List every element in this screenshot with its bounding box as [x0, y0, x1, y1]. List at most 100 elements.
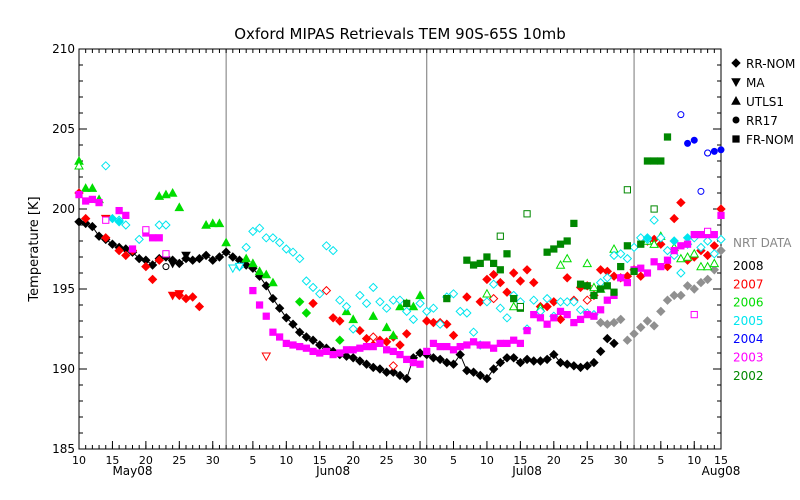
- data-point: [395, 301, 405, 311]
- data-point: [488, 269, 499, 280]
- data-point: [468, 327, 479, 337]
- data-point: [589, 282, 599, 292]
- series-2003: [75, 190, 725, 368]
- data-point: [241, 242, 251, 253]
- data-point: [602, 273, 613, 283]
- data-point: [650, 258, 658, 266]
- data-point: [368, 332, 378, 342]
- data-point: [622, 335, 633, 345]
- data-point: [309, 347, 317, 356]
- data-point: [335, 335, 345, 345]
- x-tick-label: 30: [413, 454, 427, 467]
- legend-label: UTLS1: [746, 95, 784, 109]
- data-point: [669, 236, 679, 246]
- data-point: [702, 250, 713, 261]
- data-point: [442, 357, 452, 368]
- data-point: [368, 362, 378, 373]
- data-point: [148, 234, 157, 242]
- data-point: [549, 349, 559, 360]
- data-point: [355, 325, 365, 336]
- data-point: [529, 277, 539, 288]
- data-point: [261, 281, 271, 291]
- data-point: [94, 231, 104, 241]
- data-point: [650, 205, 658, 213]
- data-point: [642, 316, 653, 326]
- data-point: [121, 250, 131, 261]
- data-point: [488, 364, 499, 374]
- data-point: [408, 301, 419, 311]
- data-point: [342, 346, 351, 354]
- data-point: [194, 301, 205, 312]
- x-tick-label: 5: [657, 454, 664, 467]
- data-point: [282, 339, 290, 348]
- data-point: [87, 183, 98, 192]
- data-point: [590, 291, 598, 300]
- y-axis-label: Temperature [K]: [27, 196, 42, 302]
- data-point: [362, 342, 371, 351]
- data-point: [462, 308, 472, 318]
- year-legend-title: NRT DATA: [733, 236, 792, 250]
- data-point: [174, 202, 185, 212]
- data-point: [442, 319, 452, 329]
- data-point: [710, 230, 718, 239]
- data-point: [697, 187, 705, 195]
- data-point: [162, 250, 170, 258]
- data-point: [361, 333, 372, 344]
- data-point: [617, 262, 625, 271]
- data-point: [383, 346, 391, 354]
- data-point: [274, 303, 285, 313]
- data-point: [582, 258, 593, 268]
- data-point: [595, 317, 606, 328]
- data-point: [677, 111, 685, 119]
- data-point: [462, 292, 472, 302]
- data-point: [315, 289, 325, 299]
- data-point: [597, 285, 605, 293]
- data-point: [395, 340, 405, 350]
- data-point: [669, 290, 679, 301]
- year-legend-label: 2004: [733, 332, 764, 346]
- data-point: [550, 314, 558, 322]
- data-point: [401, 373, 412, 384]
- data-point: [689, 284, 699, 294]
- data-point: [134, 253, 144, 264]
- data-point: [650, 157, 658, 165]
- data-point: [147, 274, 158, 285]
- data-point: [82, 197, 90, 205]
- data-point: [542, 301, 552, 312]
- data-point: [268, 293, 278, 304]
- data-point: [395, 295, 405, 305]
- data-point: [328, 245, 338, 256]
- x-tick-label: 5: [249, 454, 256, 467]
- year-legend-label: 2002: [733, 369, 764, 383]
- data-point: [294, 327, 305, 337]
- data-point: [315, 340, 325, 350]
- data-point: [448, 359, 459, 369]
- data-point: [629, 329, 639, 339]
- data-point: [529, 295, 539, 305]
- legend-marker: [731, 58, 741, 68]
- data-point: [167, 291, 178, 301]
- data-point: [87, 221, 98, 232]
- data-point: [469, 338, 478, 346]
- data-point: [649, 239, 659, 248]
- data-point: [301, 276, 312, 286]
- year-legend-label: 2003: [733, 351, 764, 365]
- data-point: [227, 264, 238, 274]
- data-point: [535, 356, 546, 366]
- data-point: [301, 308, 312, 318]
- data-point: [221, 237, 231, 247]
- data-point: [508, 268, 519, 278]
- x-tick-label: 30: [206, 454, 220, 467]
- data-point: [609, 271, 619, 281]
- series-2007-ma-hollow: [261, 352, 272, 362]
- data-point: [341, 351, 352, 361]
- data-point: [530, 310, 538, 319]
- data-point: [294, 297, 305, 307]
- data-point: [428, 303, 439, 313]
- data-point: [649, 215, 659, 225]
- data-point: [496, 232, 504, 240]
- data-point: [555, 357, 566, 368]
- data-point: [401, 329, 412, 339]
- x-tick-label: 15: [105, 454, 119, 467]
- data-point: [294, 253, 305, 264]
